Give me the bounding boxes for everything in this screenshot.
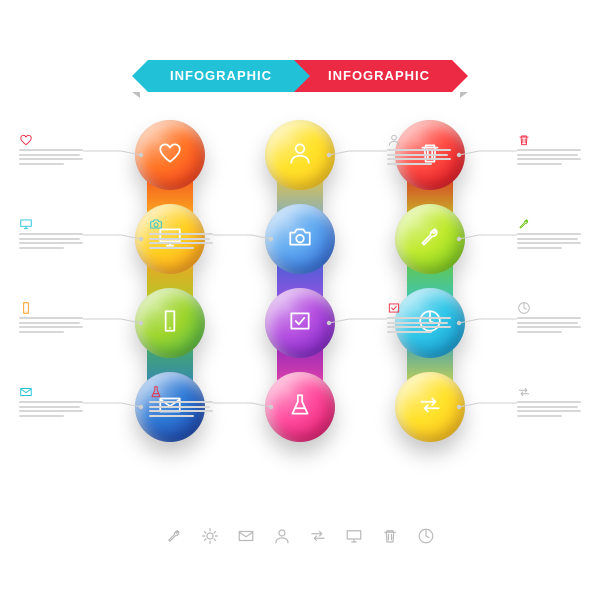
monitor-icon xyxy=(19,217,33,231)
callout-mail xyxy=(19,385,83,417)
mail-icon xyxy=(237,527,255,545)
camera-icon xyxy=(287,224,313,255)
flask-icon xyxy=(149,385,163,399)
bottom-icon-row xyxy=(165,527,435,545)
check-icon xyxy=(287,308,313,339)
lead-line xyxy=(455,399,521,411)
ribbon-right-text: INFOGRAPHIC xyxy=(328,68,430,83)
placeholder-text xyxy=(19,233,83,249)
callout-user xyxy=(387,133,451,165)
ribbon-right: INFOGRAPHIC xyxy=(294,60,452,92)
lead-line xyxy=(79,231,145,243)
placeholder-text xyxy=(387,149,451,165)
mail-icon xyxy=(19,385,33,399)
lead-line xyxy=(455,315,521,327)
heart-circle xyxy=(135,120,205,190)
placeholder-text xyxy=(387,317,451,333)
placeholder-text xyxy=(19,149,83,165)
lead-line xyxy=(455,147,521,159)
compass-icon xyxy=(417,527,435,545)
lead-line xyxy=(325,147,391,159)
flask-icon xyxy=(287,392,313,423)
placeholder-text xyxy=(19,401,83,417)
callout-arrows xyxy=(517,385,581,417)
callout-check xyxy=(387,301,451,333)
placeholder-text xyxy=(149,401,213,417)
placeholder-text xyxy=(19,317,83,333)
heart-icon xyxy=(157,140,183,171)
arrows-icon xyxy=(517,385,531,399)
callout-camera xyxy=(149,217,213,249)
heart-icon xyxy=(19,133,33,147)
arrows-icon xyxy=(417,392,443,423)
callout-compass xyxy=(517,301,581,333)
placeholder-text xyxy=(149,233,213,249)
camera-icon xyxy=(149,217,163,231)
placeholder-text xyxy=(517,149,581,165)
callout-phone xyxy=(19,301,83,333)
lead-line xyxy=(79,399,145,411)
monitor-icon xyxy=(345,527,363,545)
callout-trash xyxy=(517,133,581,165)
callout-flask xyxy=(149,385,213,417)
placeholder-text xyxy=(517,317,581,333)
placeholder-text xyxy=(517,401,581,417)
phone-circle xyxy=(135,288,205,358)
phone-icon xyxy=(157,308,183,339)
placeholder-text xyxy=(517,233,581,249)
lead-line xyxy=(325,315,391,327)
ribbon-left-text: INFOGRAPHIC xyxy=(170,68,272,83)
lead-line xyxy=(209,231,275,243)
callout-heart xyxy=(19,133,83,165)
flask-circle xyxy=(265,372,335,442)
wrench-icon xyxy=(165,527,183,545)
user-icon xyxy=(287,140,313,171)
column-2 xyxy=(265,120,335,450)
callout-monitor xyxy=(19,217,83,249)
callout-wrench xyxy=(517,217,581,249)
trash-icon xyxy=(517,133,531,147)
camera-circle xyxy=(265,204,335,274)
lead-line xyxy=(209,399,275,411)
wrench-icon xyxy=(417,224,443,255)
wrench-icon xyxy=(517,217,531,231)
ribbon-left: INFOGRAPHIC xyxy=(148,60,294,92)
title-ribbon: INFOGRAPHIC INFOGRAPHIC xyxy=(148,60,452,92)
user-icon xyxy=(387,133,401,147)
arrows-icon xyxy=(309,527,327,545)
user-icon xyxy=(273,527,291,545)
trash-icon xyxy=(381,527,399,545)
compass-icon xyxy=(517,301,531,315)
check-icon xyxy=(387,301,401,315)
lead-line xyxy=(79,315,145,327)
lead-line xyxy=(455,231,521,243)
lead-line xyxy=(79,147,145,159)
gear-icon xyxy=(201,527,219,545)
phone-icon xyxy=(19,301,33,315)
